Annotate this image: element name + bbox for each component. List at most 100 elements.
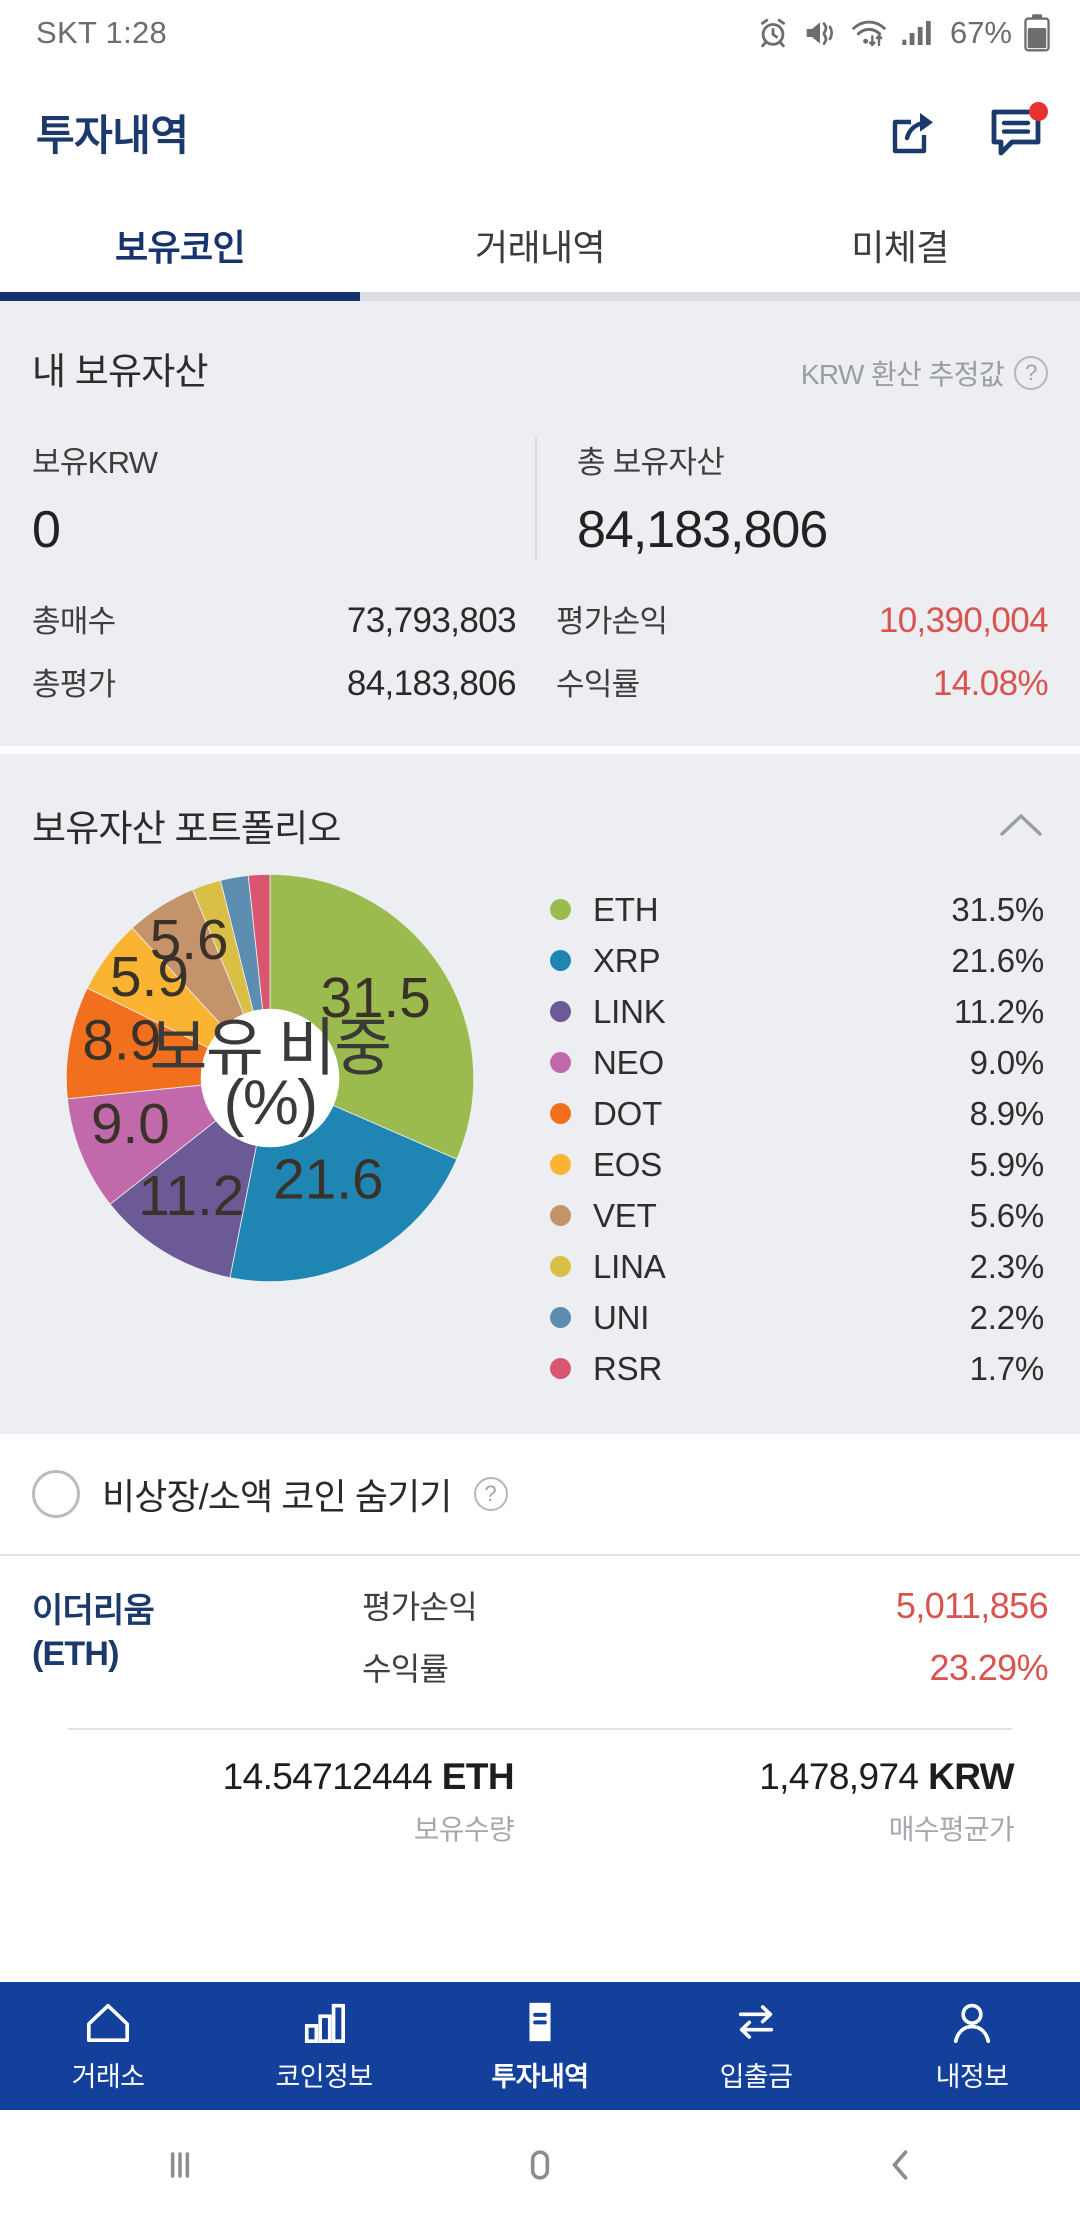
hide-small-coins-label: 비상장/소액 코인 숨기기 xyxy=(102,1476,452,1517)
panel-separator xyxy=(0,746,1080,754)
recents-icon xyxy=(170,2152,190,2178)
total-assets-block: 총 보유자산 84,183,806 xyxy=(535,437,1080,560)
bottom-nav-bar: 거래소 코인정보 투자내역 입출금 xyxy=(0,1982,1080,2110)
legend-row: VET 5.6% xyxy=(550,1190,1044,1241)
nav-item-exchange[interactable]: 거래소 xyxy=(0,1999,216,2094)
legend-color-dot xyxy=(550,1358,571,1379)
nav-item-myinfo[interactable]: 내정보 xyxy=(864,1999,1080,2094)
transfer-icon xyxy=(738,2004,774,2039)
tab-holdings[interactable]: 보유코인 xyxy=(114,227,246,268)
krw-balance-block: 보유KRW 0 xyxy=(0,437,535,560)
legend-percent: 9.0% xyxy=(969,1043,1045,1081)
app-header: 투자내역 xyxy=(0,66,1080,198)
tab-underline xyxy=(0,292,1080,301)
coin-avgprice-cell: 1,478,974 KRW 매수평균가 xyxy=(540,1756,1040,1848)
question-icon[interactable]: ? xyxy=(1014,356,1048,390)
legend-name: NEO xyxy=(593,1043,664,1081)
question-icon[interactable]: ? xyxy=(473,1477,508,1511)
collapse-button[interactable] xyxy=(998,802,1044,848)
my-assets-header: 내 보유자산 KRW 환산 추정값 ? xyxy=(0,301,1080,395)
pie-slice-label: 8.9 xyxy=(82,1010,161,1073)
tab-open-orders[interactable]: 미체결 xyxy=(851,227,949,268)
stat-key: 총평가 xyxy=(32,667,116,702)
page-title: 투자내역 xyxy=(36,111,189,159)
legend-name: VET xyxy=(593,1196,657,1234)
legend-percent: 31.5% xyxy=(951,890,1044,928)
legend-percent: 2.3% xyxy=(969,1247,1045,1285)
pie-slice-label: 11.2 xyxy=(138,1165,244,1228)
legend-percent: 5.9% xyxy=(969,1145,1045,1183)
portfolio-pie-chart: 보유 비중 (%) 31.5 21.6 11.2 9.0 8.9 5.9 5.6 xyxy=(0,868,540,1288)
stat-value: 84,183,806 xyxy=(346,664,517,703)
coin-row-eth[interactable]: 이더리움 (ETH) 평가손익 5,011,856 수익률 23.29% 14.… xyxy=(0,1556,1080,1848)
portfolio-header[interactable]: 보유자산 포트폴리오 xyxy=(0,754,1080,862)
legend-color-dot xyxy=(550,950,571,971)
hide-small-coins-row[interactable]: 비상장/소액 코인 숨기기 ? xyxy=(0,1434,1080,1556)
system-back-button[interactable] xyxy=(720,2143,1080,2187)
stat-row: 총평가 84,183,806 수익률 14.08% xyxy=(32,659,1049,704)
legend-color-dot xyxy=(550,1103,571,1124)
legend-color-dot xyxy=(550,1256,571,1277)
legend-color-dot xyxy=(550,1052,571,1073)
legend-name: EOS xyxy=(593,1145,663,1183)
person-icon xyxy=(953,2003,991,2043)
legend-color-dot xyxy=(550,899,571,920)
coin-quantity-unit: ETH xyxy=(441,1756,515,1797)
coin-pl-row: 평가손익 5,011,856 xyxy=(362,1582,1049,1628)
legend-row: LINK 11.2% xyxy=(550,986,1044,1037)
nav-label: 거래소 xyxy=(71,2061,145,2092)
stat-row: 총매수 73,793,803 평가손익 10,390,004 xyxy=(32,596,1049,641)
pie-slice-label: 5.6 xyxy=(150,909,229,972)
legend-row: ETH 31.5% xyxy=(550,884,1044,935)
asset-summary-columns: 보유KRW 0 총 보유자산 84,183,806 xyxy=(0,395,1080,560)
nav-item-investments[interactable]: 투자내역 xyxy=(432,1999,648,2094)
coin-metrics: 평가손익 5,011,856 수익률 23.29% xyxy=(362,1582,1049,1706)
wifi-icon xyxy=(852,20,886,47)
legend-row: XRP 21.6% xyxy=(550,935,1044,986)
nav-item-coininfo[interactable]: 코인정보 xyxy=(216,1999,432,2094)
tab-transactions[interactable]: 거래내역 xyxy=(474,227,606,268)
back-icon xyxy=(892,2150,908,2180)
coin-quantity-value: 14.54712444 ETH xyxy=(40,1756,515,1798)
battery-percent-label: 67% xyxy=(949,15,1012,50)
share-button[interactable] xyxy=(886,104,942,160)
coin-roi-label: 수익률 xyxy=(362,1651,449,1687)
legend-percent: 1.7% xyxy=(969,1349,1045,1387)
stat-roi: 수익률 14.08% xyxy=(540,659,1049,704)
coin-symbol: (ETH) xyxy=(32,1634,119,1673)
pie-center-line1: 보유 비중 xyxy=(150,1014,391,1084)
stat-key: 평가손익 xyxy=(556,604,668,639)
coin-avgprice-number: 1,478,974 xyxy=(759,1756,919,1797)
my-assets-title: 내 보유자산 xyxy=(32,351,208,392)
status-carrier-time: SKT 1:28 xyxy=(36,15,168,50)
hide-small-coins-checkbox[interactable] xyxy=(32,1470,80,1518)
stat-total-buy: 총매수 73,793,803 xyxy=(32,596,540,641)
coin-name-kr: 이더리움 xyxy=(32,1592,155,1630)
portfolio-panel: 보유자산 포트폴리오 보유 비중 (%) 31.5 21.6 11.2 9.0 8.9 5… xyxy=(0,754,1080,1434)
app-header-actions xyxy=(886,102,1048,160)
nav-label: 내정보 xyxy=(935,2061,1009,2092)
system-recents-button[interactable] xyxy=(0,2143,360,2187)
legend-row: DOT 8.9% xyxy=(550,1088,1044,1139)
legend-name: RSR xyxy=(593,1349,663,1387)
krw-estimate-note: KRW 환산 추정값 ? xyxy=(801,353,1048,393)
system-home-button[interactable] xyxy=(360,2143,720,2187)
legend-percent: 2.2% xyxy=(969,1298,1045,1336)
legend-percent: 11.2% xyxy=(953,992,1044,1030)
notification-badge xyxy=(1029,102,1048,121)
pie-slice-label: 21.6 xyxy=(273,1148,383,1211)
stat-total-valuation: 총평가 84,183,806 xyxy=(32,659,540,704)
nav-label: 코인정보 xyxy=(275,2061,374,2092)
nav-item-deposit-withdraw[interactable]: 입출금 xyxy=(648,1999,864,2094)
stat-valuation-pl: 평가손익 10,390,004 xyxy=(540,596,1049,641)
coin-top: 이더리움 (ETH) 평가손익 5,011,856 수익률 23.29% xyxy=(32,1582,1049,1706)
portfolio-body: 보유 비중 (%) 31.5 21.6 11.2 9.0 8.9 5.9 5.6 ETH 31… xyxy=(0,862,1080,1434)
coin-pl-label: 평가손익 xyxy=(362,1589,478,1625)
tab-bar: 보유코인 거래내역 미체결 xyxy=(0,198,1080,292)
krw-balance-value: 0 xyxy=(32,501,61,559)
legend-name: DOT xyxy=(593,1094,663,1132)
legend-row: EOS 5.9% xyxy=(550,1139,1044,1190)
chat-button[interactable] xyxy=(988,102,1048,160)
battery-icon xyxy=(1024,14,1050,52)
coin-avgprice-caption: 매수평균가 xyxy=(888,1814,1015,1845)
